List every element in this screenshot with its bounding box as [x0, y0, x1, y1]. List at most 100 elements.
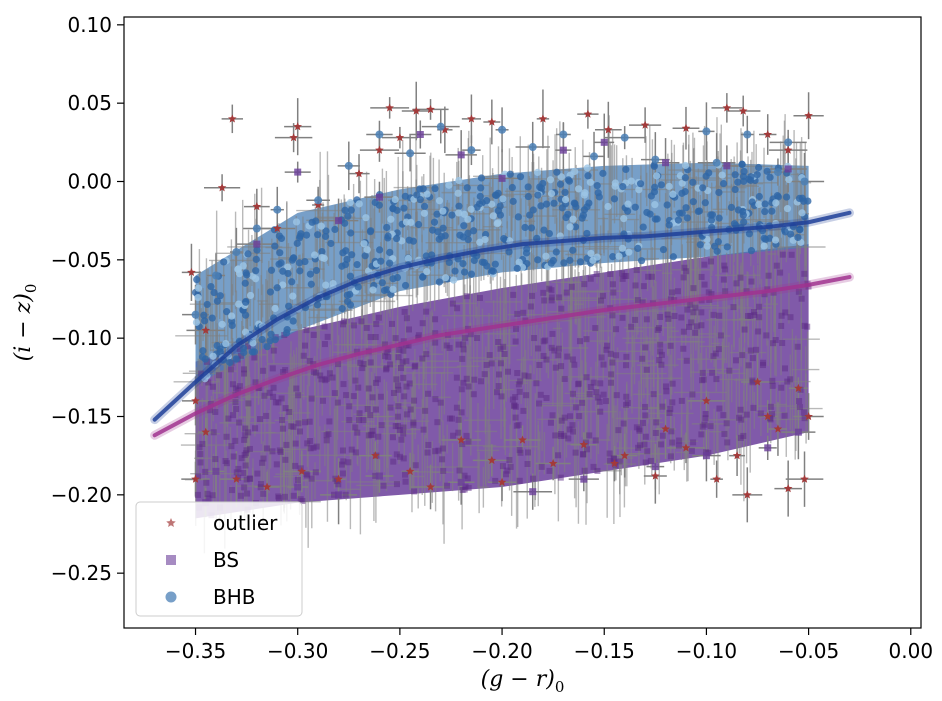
point-bhb	[467, 146, 476, 155]
plot-frame	[123, 16, 922, 629]
legend: outlier BS BHB	[135, 501, 303, 617]
point-outlier	[313, 200, 323, 209]
point-bs	[651, 463, 659, 471]
point-bs	[498, 174, 506, 182]
y-tick-label: 0.05	[67, 91, 112, 115]
point-outlier	[702, 396, 711, 405]
point-outlier	[763, 412, 773, 421]
point-outlier	[487, 117, 497, 126]
x-tick-label: 0.00	[889, 639, 934, 663]
point-bs	[784, 165, 792, 173]
point-outlier	[518, 435, 527, 444]
x-tick-label: −0.05	[778, 639, 839, 663]
point-bs	[253, 240, 261, 248]
point-outlier	[743, 490, 752, 499]
point-outlier	[497, 477, 507, 486]
y-tick-label: 0.10	[67, 13, 112, 37]
point-bs	[416, 131, 424, 138]
point-bhb	[375, 130, 384, 139]
point-outlier	[583, 109, 593, 118]
point-bhb	[406, 149, 415, 158]
point-bhb	[252, 224, 261, 233]
point-outlier	[334, 474, 343, 483]
x-tick-label: −0.20	[471, 639, 532, 663]
point-outlier	[201, 325, 211, 334]
point-outlier	[681, 123, 691, 132]
fit-lines	[150, 208, 854, 440]
point-outlier	[217, 183, 227, 192]
point-bhb	[528, 143, 537, 152]
point-outlier	[712, 474, 721, 483]
point-bs	[702, 452, 710, 460]
point-outlier	[610, 459, 619, 468]
point-outlier	[411, 106, 421, 115]
point-outlier	[289, 133, 298, 142]
x-tick-label: −0.15	[574, 639, 635, 663]
point-outlier	[191, 396, 200, 405]
x-axis-label: (g − r)0	[481, 667, 565, 696]
legend-label-outlier: outlier	[213, 511, 278, 535]
point-outlier	[201, 427, 211, 436]
y-axis-label: (i − z)0	[11, 284, 40, 362]
point-outlier	[538, 114, 548, 123]
point-bhb	[712, 158, 721, 167]
point-outlier	[232, 474, 241, 483]
point-outlier	[763, 130, 773, 139]
point-bs	[580, 475, 588, 483]
point-bs	[600, 138, 608, 146]
point-outlier	[405, 466, 415, 475]
point-outlier	[191, 474, 200, 483]
point-outlier	[651, 471, 660, 480]
point-bs	[794, 428, 802, 436]
point-bs	[294, 168, 302, 176]
point-outlier	[293, 122, 302, 131]
y-tick-label: −0.20	[51, 483, 112, 507]
point-bs	[375, 193, 383, 201]
fit-line-bs	[152, 275, 852, 438]
y-tick-label: −0.15	[51, 405, 112, 429]
point-outlier	[804, 111, 813, 120]
point-outlier	[487, 455, 497, 465]
point-bhb	[211, 271, 220, 280]
point-outlier	[426, 482, 435, 491]
fit-line-bhb	[152, 210, 852, 422]
point-outlier	[753, 377, 762, 386]
point-bs	[662, 159, 670, 167]
x-tick-label: −0.35	[165, 639, 226, 663]
point-outlier	[262, 482, 272, 491]
point-outlier	[681, 443, 691, 452]
point-bs	[457, 151, 465, 159]
y-tick-label: 0.00	[67, 170, 112, 194]
legend-marker-bhb	[165, 591, 177, 603]
point-bs	[335, 217, 343, 225]
point-bhb	[314, 196, 323, 205]
point-outlier	[385, 103, 394, 112]
legend-marker-outlier	[166, 518, 176, 528]
point-outlier	[579, 440, 589, 449]
legend-box	[135, 501, 303, 617]
legend-marker-bs	[166, 555, 176, 565]
point-outlier	[661, 424, 670, 433]
point-outlier	[722, 103, 732, 112]
point-bhb	[784, 138, 793, 147]
point-outlier	[371, 451, 380, 460]
point-bs	[559, 146, 567, 154]
x-axis: −0.35 −0.30 −0.25 −0.20 −0.15 −0.10 −0.05 0.00	[165, 628, 933, 663]
point-outlier	[783, 484, 793, 493]
point-bhb	[344, 161, 353, 170]
point-outlier	[800, 474, 809, 483]
point-outlier	[773, 424, 783, 433]
point-outlier	[426, 104, 435, 114]
y-axis: 0.10 0.05 0.00 −0.05 −0.10 −0.15 −0.20 −0.25	[51, 13, 124, 585]
legend-label-bs: BS	[213, 548, 239, 572]
point-bs	[723, 162, 731, 170]
point-outlier	[467, 114, 476, 123]
point-bhb	[436, 122, 445, 131]
point-outlier	[738, 106, 748, 115]
point-bhb	[590, 152, 599, 161]
point-outlier	[548, 459, 558, 468]
point-bs	[335, 491, 343, 499]
point-outlier	[640, 120, 650, 129]
point-outlier	[783, 145, 793, 154]
point-outlier	[456, 435, 466, 444]
